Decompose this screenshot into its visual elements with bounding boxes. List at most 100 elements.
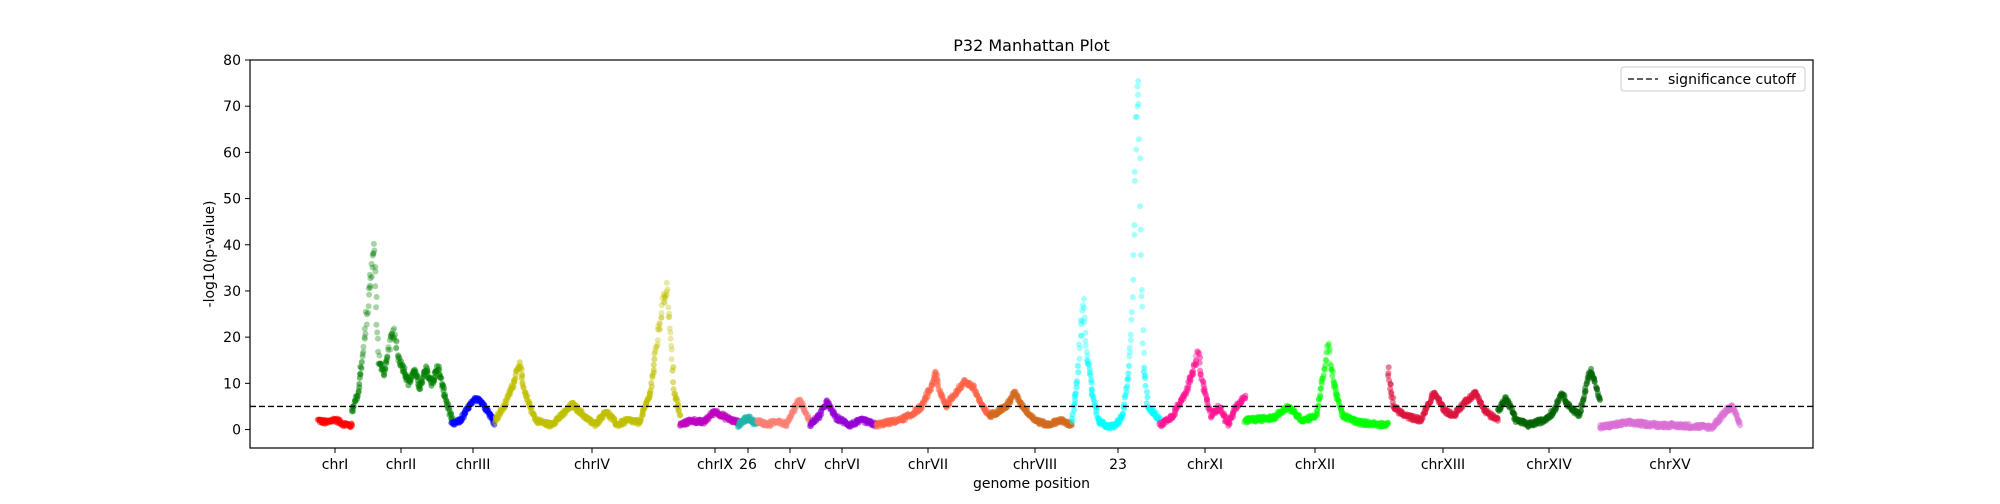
data-point <box>390 336 397 343</box>
data-point <box>1076 341 1083 348</box>
data-point <box>669 367 676 374</box>
data-point <box>370 250 377 257</box>
data-point <box>663 288 670 295</box>
data-point <box>665 304 672 311</box>
data-point <box>1195 348 1202 355</box>
data-point <box>650 361 657 368</box>
data-point <box>376 352 383 359</box>
data-point <box>361 335 368 342</box>
x-tick-label-chriv: chrIV <box>574 457 610 473</box>
data-point <box>1131 231 1138 238</box>
chromosome-series-14 <box>1385 364 1501 425</box>
x-tick-label-chrv: chrV <box>774 457 806 473</box>
data-point <box>1591 379 1598 385</box>
data-point <box>651 351 658 357</box>
data-point <box>372 264 379 270</box>
data-point <box>368 273 375 280</box>
data-point <box>1139 303 1146 310</box>
data-point <box>373 321 380 328</box>
data-point <box>1135 78 1142 84</box>
data-point <box>1074 378 1080 385</box>
data-point <box>1737 422 1744 429</box>
data-point <box>663 279 670 286</box>
chromosome-series-2 <box>349 240 456 422</box>
data-point <box>933 371 940 378</box>
data-point <box>382 365 389 372</box>
data-point <box>1121 401 1128 408</box>
x-tick-label-23: 23 <box>1109 457 1127 473</box>
data-point <box>372 268 379 275</box>
data-point <box>1076 345 1083 352</box>
data-point <box>1385 364 1392 371</box>
data-point <box>1197 371 1204 378</box>
data-point <box>1317 386 1324 392</box>
data-point <box>360 348 367 355</box>
data-point <box>1578 407 1584 414</box>
y-axis: 0 10 20 30 40 50 60 70 80 <box>223 53 250 439</box>
x-tick-label-chrxiii: chrXIII <box>1421 457 1465 473</box>
data-point <box>670 386 677 393</box>
data-point <box>393 338 400 345</box>
data-point <box>1081 295 1088 302</box>
data-point <box>676 407 682 414</box>
data-point <box>1080 305 1087 311</box>
chromosome-series-16 <box>1597 402 1744 433</box>
data-point <box>1081 314 1088 321</box>
chromosome-series-5 <box>676 407 742 429</box>
data-point <box>387 333 394 340</box>
chromosome-series-4 <box>492 279 684 430</box>
data-point <box>370 240 377 247</box>
data-point <box>374 335 381 342</box>
data-point <box>655 323 662 330</box>
data-point <box>367 271 373 278</box>
data-point <box>662 294 669 300</box>
data-point <box>667 329 674 336</box>
y-tick-label: 30 <box>223 284 241 300</box>
chromosome-series-1 <box>314 415 355 431</box>
data-point <box>1087 372 1094 378</box>
data-point <box>668 342 675 349</box>
data-point <box>518 366 525 373</box>
data-point <box>1131 177 1138 184</box>
data-point <box>1088 379 1095 386</box>
data-point <box>389 327 396 334</box>
data-point <box>1125 370 1132 377</box>
chart-legend: significance cutoff <box>1620 66 1806 92</box>
data-point <box>1141 364 1148 371</box>
y-tick-label: 80 <box>223 53 241 69</box>
data-point <box>1326 347 1333 353</box>
data-point <box>670 379 677 386</box>
data-point <box>661 295 668 302</box>
data-point <box>660 290 667 297</box>
data-point <box>361 325 368 332</box>
legend-entry-label: significance cutoff <box>1668 72 1796 88</box>
data-point <box>362 308 369 315</box>
data-point <box>1125 375 1132 382</box>
data-point <box>393 345 400 352</box>
data-point <box>365 285 372 292</box>
data-point <box>663 292 670 298</box>
data-point <box>387 346 393 353</box>
data-point <box>661 299 668 306</box>
data-point <box>383 357 390 364</box>
x-tick-label-chrviii: chrVIII <box>1013 457 1057 473</box>
chromosome-series-13 <box>1241 340 1392 430</box>
data-point <box>368 260 375 267</box>
data-point <box>1133 113 1140 120</box>
chromosome-series-3 <box>448 394 498 428</box>
data-point <box>1144 394 1151 401</box>
data-point <box>661 293 668 300</box>
data-point <box>367 275 374 282</box>
data-point <box>1144 388 1150 395</box>
x-axis: chrI chrII chrIII chrIV chrIX 26 chrV chrVI chrV… <box>322 448 1691 473</box>
data-point <box>1128 309 1135 315</box>
data-point <box>1130 276 1137 283</box>
x-tick-label-chrvi: chrVI <box>824 457 860 473</box>
data-point <box>928 386 935 393</box>
data-point <box>362 330 369 337</box>
data-point <box>662 291 669 298</box>
data-point <box>1197 354 1204 361</box>
data-point <box>1135 91 1141 98</box>
